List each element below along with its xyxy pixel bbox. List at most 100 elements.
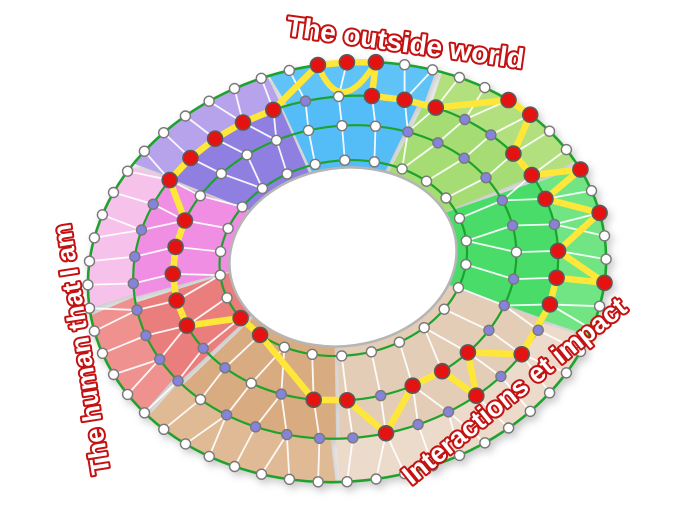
node-purple-B [495, 370, 507, 383]
mesh-line [401, 131, 409, 170]
node-white-D [236, 201, 249, 213]
node-white-D [214, 245, 227, 258]
node-red-B [161, 171, 178, 189]
node-purple-C [219, 362, 231, 374]
node-red-A [596, 274, 613, 292]
mesh-line [220, 172, 264, 190]
node-white-D [393, 336, 406, 348]
node-white-A [88, 325, 101, 337]
mesh-line [88, 255, 136, 263]
node-red-C [168, 292, 185, 309]
node-white-A [82, 279, 94, 291]
node-white-A [312, 476, 324, 488]
node-white-A [479, 81, 491, 94]
mesh-line [280, 393, 288, 436]
node-purple-B [485, 129, 497, 141]
node-white-D [336, 350, 348, 362]
node-white-D [365, 346, 378, 358]
mesh-line [254, 393, 283, 428]
node-white-A [524, 405, 536, 417]
node-purple-C [432, 137, 444, 149]
node-purple-B [281, 428, 293, 441]
mesh-line [162, 398, 202, 431]
node-red-C [404, 377, 422, 395]
node-white-C [215, 167, 228, 180]
node-red-B [467, 387, 485, 405]
mesh-line [445, 176, 487, 199]
node-white-D [306, 348, 318, 360]
node-red-B [363, 87, 381, 105]
node-red-C [164, 265, 182, 283]
node-white-A [228, 82, 241, 95]
node-white-D [368, 156, 381, 168]
mesh-line [126, 358, 161, 396]
node-white-A [203, 95, 215, 107]
node-white-A [543, 125, 556, 137]
node-red-C [459, 344, 477, 361]
mesh-line [346, 437, 354, 483]
node-white-A [179, 110, 192, 122]
node-red-A [591, 204, 608, 222]
node-red-A [338, 53, 356, 71]
node-purple-C [506, 219, 519, 232]
node-red-D [251, 326, 269, 344]
node-red-B [541, 296, 559, 313]
mesh-line [447, 411, 486, 444]
mesh-line [275, 139, 289, 175]
node-white-A [88, 232, 101, 244]
mesh-line [177, 347, 205, 382]
mesh-line [143, 379, 179, 414]
node-white-A [560, 143, 573, 156]
node-purple-B [129, 250, 141, 263]
node-white-D [222, 222, 234, 235]
node-white-D [418, 322, 430, 334]
mesh-line [373, 125, 377, 163]
node-red-B [523, 166, 541, 184]
node-white-C [336, 119, 348, 132]
node-purple-B [249, 421, 262, 433]
node-purple-C [496, 194, 508, 207]
node-purple-B [140, 329, 152, 342]
sector-purple-outer [133, 76, 283, 178]
node-white-D [256, 182, 269, 195]
node-purple-C [275, 388, 287, 400]
mesh-line [500, 375, 532, 413]
node-purple-B [347, 432, 359, 444]
mesh-line [246, 153, 264, 190]
mesh-line [260, 433, 288, 476]
node-white-A [158, 423, 170, 435]
node-purple-B [459, 113, 471, 126]
node-white-D [281, 168, 293, 180]
node-white-C [194, 189, 207, 202]
node-red-B [513, 345, 531, 363]
node-white-A [228, 460, 241, 473]
node-white-D [309, 158, 321, 171]
mesh-line [423, 326, 469, 354]
node-red-A [521, 106, 539, 123]
node-red-B [537, 190, 554, 208]
mesh-line [370, 350, 382, 397]
node-red-A [367, 53, 385, 71]
sector-vivid-green-inner [445, 181, 559, 319]
mesh-line [458, 199, 504, 220]
node-white-D [339, 154, 351, 166]
node-purple-B [147, 198, 159, 210]
mesh-line [463, 134, 492, 160]
node-white-D [396, 163, 408, 175]
node-white-A [121, 165, 134, 177]
mesh-line [208, 414, 228, 458]
node-white-A [138, 145, 151, 157]
node-white-D [440, 192, 452, 204]
node-white-A [341, 476, 353, 488]
node-white-C [245, 377, 258, 389]
node-red-A [572, 161, 589, 178]
node-white-A [107, 186, 120, 199]
node-white-A [398, 58, 411, 71]
mesh-line [88, 307, 138, 311]
node-white-A [283, 473, 296, 485]
node-white-D [452, 282, 465, 294]
node-white-A [283, 64, 295, 77]
node-white-D [460, 258, 472, 271]
